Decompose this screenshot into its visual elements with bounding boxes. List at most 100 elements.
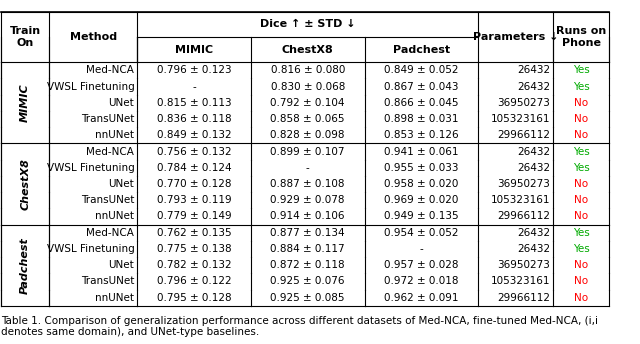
Text: 26432: 26432 [517,244,550,254]
Text: 0.962 ± 0.091: 0.962 ± 0.091 [384,293,459,303]
Text: Yes: Yes [573,244,589,254]
Text: ChestX8: ChestX8 [282,45,333,55]
Text: 0.836 ± 0.118: 0.836 ± 0.118 [157,114,232,124]
Text: 0.782 ± 0.132: 0.782 ± 0.132 [157,260,232,270]
Text: Med-NCA: Med-NCA [86,65,134,75]
Text: -: - [419,244,423,254]
Text: Med-NCA: Med-NCA [86,228,134,238]
Text: 0.816 ± 0.080: 0.816 ± 0.080 [271,65,345,75]
Text: 0.925 ± 0.076: 0.925 ± 0.076 [271,276,345,287]
Text: UNet: UNet [109,179,134,189]
Text: 0.779 ± 0.149: 0.779 ± 0.149 [157,212,232,222]
Text: 0.972 ± 0.018: 0.972 ± 0.018 [384,276,459,287]
Text: 0.784 ± 0.124: 0.784 ± 0.124 [157,163,232,173]
Text: 29966112: 29966112 [497,293,550,303]
Text: 0.898 ± 0.031: 0.898 ± 0.031 [384,114,459,124]
Text: 36950273: 36950273 [497,98,550,108]
Text: Med-NCA: Med-NCA [86,147,134,157]
Text: 26432: 26432 [517,65,550,75]
Text: 0.770 ± 0.128: 0.770 ± 0.128 [157,179,232,189]
Text: Parameters ↓: Parameters ↓ [473,32,559,42]
Text: Yes: Yes [573,147,589,157]
Text: 0.958 ± 0.020: 0.958 ± 0.020 [384,179,459,189]
Text: ChestX8: ChestX8 [20,158,30,210]
Text: 26432: 26432 [517,82,550,92]
Text: VWSL Finetuning: VWSL Finetuning [47,244,134,254]
Text: VWSL Finetuning: VWSL Finetuning [47,82,134,92]
Text: 105323161: 105323161 [491,276,550,287]
Text: Train
On: Train On [10,26,41,48]
Text: nnUNet: nnUNet [95,212,134,222]
Text: 0.877 ± 0.134: 0.877 ± 0.134 [271,228,345,238]
Text: 26432: 26432 [517,228,550,238]
Text: 0.815 ± 0.113: 0.815 ± 0.113 [157,98,232,108]
Text: 0.914 ± 0.106: 0.914 ± 0.106 [271,212,345,222]
Text: 0.793 ± 0.119: 0.793 ± 0.119 [157,195,232,205]
Text: 26432: 26432 [517,163,550,173]
Text: No: No [574,98,588,108]
Text: 0.884 ± 0.117: 0.884 ± 0.117 [271,244,345,254]
Text: 0.756 ± 0.132: 0.756 ± 0.132 [157,147,232,157]
Text: 36950273: 36950273 [497,179,550,189]
Text: 26432: 26432 [517,147,550,157]
Text: Yes: Yes [573,163,589,173]
Text: nnUNet: nnUNet [95,130,134,140]
Text: UNet: UNet [109,98,134,108]
Text: MIMIC: MIMIC [175,45,213,55]
Text: No: No [574,293,588,303]
Text: 0.969 ± 0.020: 0.969 ± 0.020 [384,195,459,205]
Text: VWSL Finetuning: VWSL Finetuning [47,163,134,173]
Text: 0.849 ± 0.132: 0.849 ± 0.132 [157,130,232,140]
Text: 36950273: 36950273 [497,260,550,270]
Text: UNet: UNet [109,260,134,270]
Text: 0.792 ± 0.104: 0.792 ± 0.104 [271,98,345,108]
Text: No: No [574,260,588,270]
Text: 0.941 ± 0.061: 0.941 ± 0.061 [384,147,459,157]
Text: 0.925 ± 0.085: 0.925 ± 0.085 [271,293,345,303]
Text: 0.929 ± 0.078: 0.929 ± 0.078 [271,195,345,205]
Text: No: No [574,114,588,124]
Text: -: - [306,163,310,173]
Text: 0.867 ± 0.043: 0.867 ± 0.043 [384,82,459,92]
Text: -: - [192,82,196,92]
Text: 0.899 ± 0.107: 0.899 ± 0.107 [271,147,345,157]
Text: 29966112: 29966112 [497,212,550,222]
Text: Yes: Yes [573,228,589,238]
Text: 0.887 ± 0.108: 0.887 ± 0.108 [271,179,345,189]
Text: 105323161: 105323161 [491,114,550,124]
Text: Yes: Yes [573,65,589,75]
Text: TransUNet: TransUNet [81,114,134,124]
Text: 0.872 ± 0.118: 0.872 ± 0.118 [271,260,345,270]
Text: 0.957 ± 0.028: 0.957 ± 0.028 [384,260,459,270]
Text: No: No [574,179,588,189]
Text: 0.796 ± 0.123: 0.796 ± 0.123 [157,65,232,75]
Text: 0.853 ± 0.126: 0.853 ± 0.126 [384,130,459,140]
Text: TransUNet: TransUNet [81,276,134,287]
Text: No: No [574,130,588,140]
Text: Table 1. Comparison of generalization performance across different datasets of M: Table 1. Comparison of generalization pe… [1,316,598,337]
Text: 0.858 ± 0.065: 0.858 ± 0.065 [271,114,345,124]
Text: Dice ↑ ± STD ↓: Dice ↑ ± STD ↓ [260,19,356,29]
Text: 0.955 ± 0.033: 0.955 ± 0.033 [384,163,459,173]
Text: Method: Method [70,32,116,42]
Text: No: No [574,195,588,205]
Text: Padchest: Padchest [20,237,30,293]
Text: 0.796 ± 0.122: 0.796 ± 0.122 [157,276,232,287]
Text: nnUNet: nnUNet [95,293,134,303]
Text: No: No [574,276,588,287]
Text: 0.762 ± 0.135: 0.762 ± 0.135 [157,228,232,238]
Text: 0.830 ± 0.068: 0.830 ± 0.068 [271,82,345,92]
Text: 0.849 ± 0.052: 0.849 ± 0.052 [384,65,459,75]
Text: TransUNet: TransUNet [81,195,134,205]
Text: 0.775 ± 0.138: 0.775 ± 0.138 [157,244,232,254]
Text: 29966112: 29966112 [497,130,550,140]
Text: Padchest: Padchest [393,45,450,55]
Text: 0.949 ± 0.135: 0.949 ± 0.135 [384,212,459,222]
Text: Yes: Yes [573,82,589,92]
Text: 0.828 ± 0.098: 0.828 ± 0.098 [271,130,345,140]
Text: Runs on
Phone: Runs on Phone [556,26,606,48]
Text: 0.795 ± 0.128: 0.795 ± 0.128 [157,293,232,303]
Text: MIMIC: MIMIC [20,84,30,122]
Text: 0.954 ± 0.052: 0.954 ± 0.052 [384,228,459,238]
Text: 0.866 ± 0.045: 0.866 ± 0.045 [384,98,459,108]
